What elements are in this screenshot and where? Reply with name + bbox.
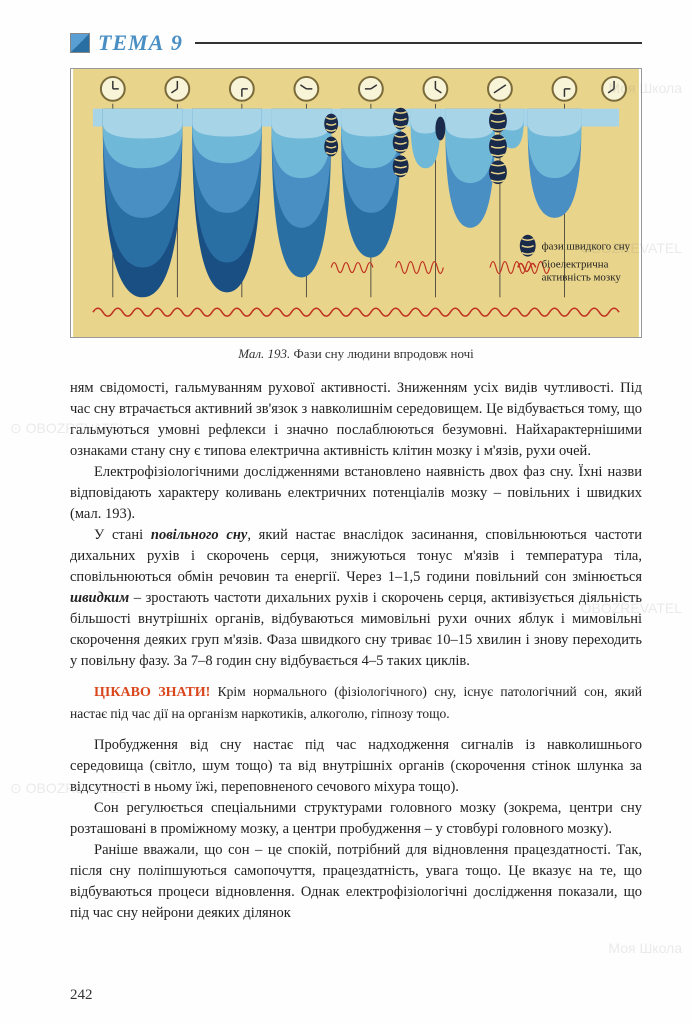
interesting-fact-callout: ЦІКАВО ЗНАТИ! Крім нормального (фізіолог… <box>70 682 642 724</box>
caption-text: Фази сну людини впродовж ночі <box>294 346 474 361</box>
legend-eeg-label-2: активність мозку <box>542 271 622 283</box>
header-rule <box>195 42 642 44</box>
watermark: Моя Школа <box>608 940 682 956</box>
paragraph-1: ням свідомості, гальмуванням рухової акт… <box>70 378 642 462</box>
term-fast-sleep: швидким <box>70 590 129 606</box>
term-slow-sleep: повільного сну <box>151 527 247 543</box>
body-text: ням свідомості, гальмуванням рухової акт… <box>70 378 642 924</box>
page-header: ТЕМА 9 <box>70 30 642 56</box>
paragraph-5: Сон регулюється спеціальними структурами… <box>70 798 642 840</box>
page-number: 242 <box>70 987 93 1004</box>
paragraph-3: У стані повільного сну, який настає внас… <box>70 525 642 672</box>
header-square-icon <box>70 33 90 53</box>
theme-title: ТЕМА 9 <box>98 30 183 56</box>
legend-eeg-label-1: біоелектрична <box>542 259 609 271</box>
caption-label: Мал. 193. <box>238 346 290 361</box>
callout-title: ЦІКАВО ЗНАТИ! <box>94 685 210 700</box>
figure-caption: Мал. 193. Фази сну людини впродовж ночі <box>70 346 642 362</box>
paragraph-4: Пробудження від сну настає під час надхо… <box>70 735 642 798</box>
paragraph-2: Електрофізіологічними дослідженнями вста… <box>70 462 642 525</box>
paragraph-6: Раніше вважали, що сон – це спокій, потр… <box>70 840 642 924</box>
textbook-page: ТЕМА 9 <box>0 0 692 1024</box>
sleep-chart-svg: фази швидкого сну біоелектрична активніс… <box>71 69 641 337</box>
sleep-phases-figure: фази швидкого сну біоелектрична активніс… <box>70 68 642 338</box>
legend-rem-label: фази швидкого сну <box>542 241 631 253</box>
